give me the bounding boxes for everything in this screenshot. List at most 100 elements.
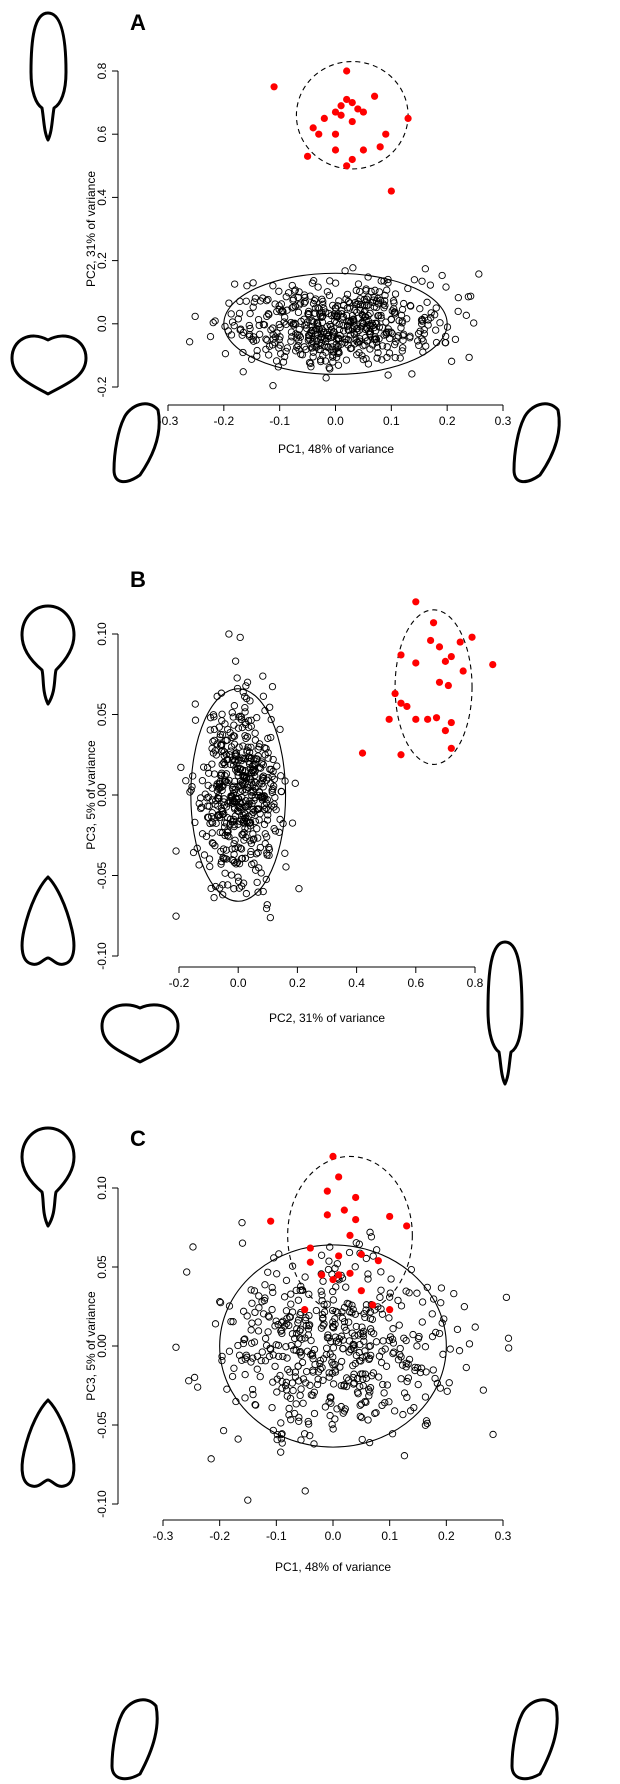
scatter-point xyxy=(340,1323,349,1331)
scatter-point xyxy=(221,761,229,769)
x-tick-label: -0.2 xyxy=(169,976,190,990)
scatter-point xyxy=(222,736,230,745)
scatter-point xyxy=(221,350,230,358)
scatter-point xyxy=(249,303,257,311)
scatter-point xyxy=(211,882,220,891)
scatter-point xyxy=(410,276,419,284)
scatter-point xyxy=(445,1379,453,1387)
scatter-point xyxy=(242,734,250,743)
scatter-point-highlight xyxy=(456,638,464,646)
scatter-point xyxy=(383,1381,391,1389)
scatter-point xyxy=(420,326,428,334)
scatter-point xyxy=(309,1355,317,1363)
scatter-point xyxy=(376,1293,384,1301)
scatter-point xyxy=(294,1362,302,1370)
scatter-point xyxy=(278,1326,286,1334)
scatter-point xyxy=(198,830,207,838)
scatter-point xyxy=(365,1355,373,1364)
scatter-point xyxy=(465,353,473,362)
scatter-point xyxy=(277,1448,285,1456)
scatter-point xyxy=(296,1391,304,1400)
scatter-point-highlight xyxy=(447,652,455,661)
scatter-point xyxy=(232,794,240,802)
scatter-point-highlight xyxy=(376,143,384,151)
scatter-point xyxy=(411,1363,419,1371)
scatter-point xyxy=(241,814,249,822)
scatter-point xyxy=(395,317,403,325)
scatter-point xyxy=(301,293,309,302)
scatter-point-highlight xyxy=(318,1271,326,1279)
scatter-point xyxy=(379,1337,387,1345)
scatter-point xyxy=(211,800,220,808)
scatter-point xyxy=(262,776,271,784)
scatter-point xyxy=(262,744,270,753)
scatter-point xyxy=(245,757,253,766)
scatter-point xyxy=(366,1342,375,1350)
scatter-point xyxy=(172,912,180,920)
scatter-point xyxy=(351,306,359,314)
scatter-point xyxy=(414,1380,422,1389)
scatter-point xyxy=(368,1372,376,1380)
scatter-point xyxy=(191,312,199,321)
scatter-point xyxy=(227,871,236,879)
scatter-point xyxy=(255,321,263,330)
scatter-point xyxy=(277,1435,286,1443)
scatter-point xyxy=(277,1430,286,1439)
scatter-point xyxy=(263,901,271,909)
scatter-point xyxy=(372,1338,381,1346)
scatter-point xyxy=(380,304,388,312)
scatter-point xyxy=(375,1352,384,1360)
scatter-point xyxy=(392,338,400,346)
scatter-point xyxy=(248,860,256,869)
scatter-point xyxy=(229,713,237,721)
scatter-point-highlight xyxy=(357,1287,365,1295)
scatter-point xyxy=(236,712,244,720)
scatter-point xyxy=(234,315,242,323)
scatter-point xyxy=(421,1393,430,1401)
scatter-point xyxy=(436,319,444,327)
scatter-point-highlight xyxy=(306,1244,314,1252)
scatter-point xyxy=(310,318,318,326)
scatter-point xyxy=(273,1388,281,1396)
scatter-point xyxy=(419,348,427,356)
scatter-point xyxy=(356,1382,364,1391)
scatter-point xyxy=(295,1377,303,1385)
scatter-point xyxy=(317,1287,325,1295)
scatter-point-highlight xyxy=(348,99,356,107)
scatter-point xyxy=(259,1310,268,1318)
group-ellipse-solid xyxy=(219,1244,447,1448)
scatter-point-highlight xyxy=(397,751,405,759)
scatter-point xyxy=(226,815,235,823)
scatter-point xyxy=(391,310,399,318)
scatter-point xyxy=(243,733,252,741)
scatter-point xyxy=(234,724,243,732)
plot-area: -0.3 -0.2 -0.1 0.0 0.1 0.2 0.3 -0.2 0.0 0.2 0.4 0.6… xyxy=(95,60,512,428)
scatter-point xyxy=(300,299,308,307)
scatter-point xyxy=(349,264,357,272)
scatter-point xyxy=(347,1345,355,1353)
scatter-point xyxy=(405,1289,413,1297)
scatter-point xyxy=(356,1412,364,1421)
scatter-point-highlight xyxy=(343,162,351,170)
scatter-point xyxy=(416,1368,425,1377)
scatter-point xyxy=(264,754,272,762)
scatter-point-highlight xyxy=(447,718,455,727)
scatter-point xyxy=(378,324,387,332)
scatter-point xyxy=(271,300,279,308)
x-tick-label: 0.1 xyxy=(383,414,400,428)
scatter-point xyxy=(234,1341,242,1350)
scatter-point xyxy=(342,1283,350,1291)
scatter-point xyxy=(331,1315,339,1323)
scatter-point xyxy=(243,1312,251,1320)
scatter-point xyxy=(292,1400,300,1408)
scatter-point xyxy=(282,293,290,301)
scatter-point xyxy=(273,329,281,337)
scatter-point xyxy=(428,1310,436,1318)
scatter-point xyxy=(314,1375,322,1383)
scatter-point xyxy=(297,1351,305,1359)
scatter-point xyxy=(221,869,229,877)
scatter-point xyxy=(217,847,225,856)
scatter-point xyxy=(414,330,423,338)
scatter-point xyxy=(272,357,281,365)
scatter-point xyxy=(276,323,284,332)
